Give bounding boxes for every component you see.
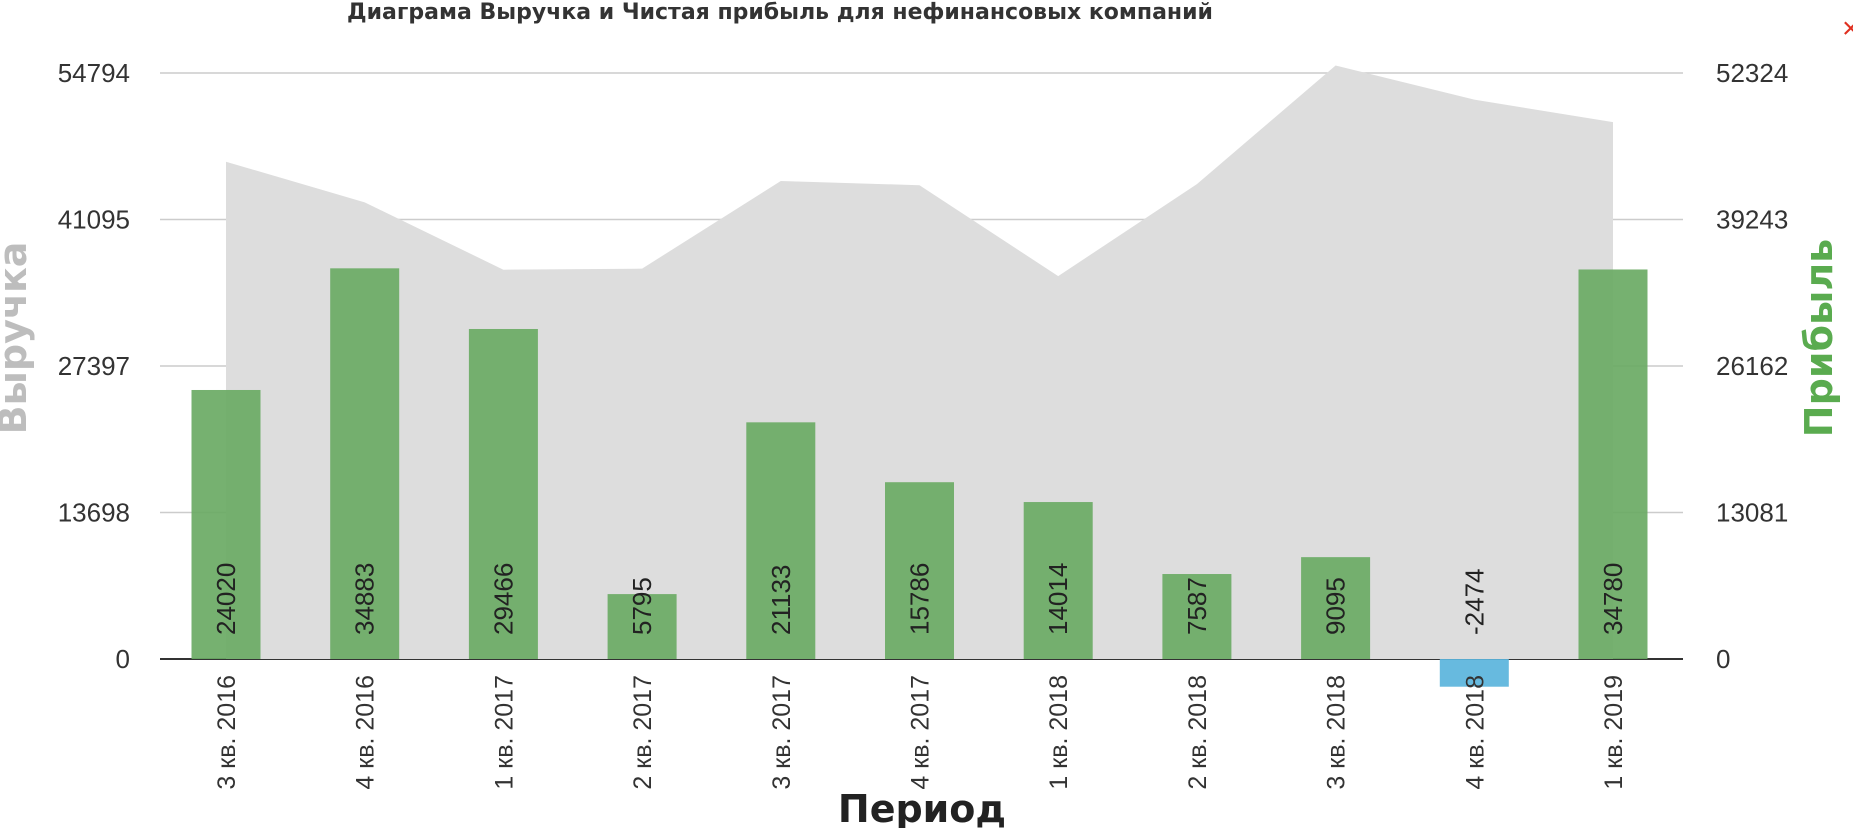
- profit-data-label: 34883: [350, 563, 380, 635]
- profit-bar[interactable]: [1439, 659, 1509, 687]
- right-axis-ticks: 0 13081 26162 39243 52324: [1716, 58, 1788, 674]
- category-label: 4 кв. 2017: [907, 675, 935, 790]
- profit-data-label: 34780: [1598, 563, 1628, 635]
- right-tick-label: 0: [1716, 644, 1730, 674]
- profit-data-label: 21133: [766, 565, 796, 635]
- right-axis-label: Прибыль: [1797, 239, 1841, 437]
- category-label: 1 кв. 2019: [1600, 675, 1628, 790]
- category-label: 2 кв. 2017: [629, 675, 657, 790]
- chart-title: Диаграма Выручка и Чистая прибыль для не…: [347, 0, 1213, 25]
- profit-bar[interactable]: [1301, 557, 1371, 659]
- left-tick-label: 41095: [58, 205, 130, 235]
- profit-bar[interactable]: [1162, 574, 1232, 659]
- profit-data-label: 24020: [211, 563, 241, 635]
- profit-data-label: 9095: [1321, 577, 1351, 635]
- profit-bar[interactable]: [1023, 502, 1093, 659]
- category-label: 4 кв. 2018: [1461, 675, 1489, 790]
- x-axis-label: Период: [838, 787, 1006, 828]
- profit-data-label: 29466: [488, 563, 518, 635]
- category-label: 1 кв. 2018: [1045, 675, 1073, 790]
- profit-data-label: 5795: [627, 577, 657, 635]
- revenue-area: [225, 65, 1614, 660]
- profit-bar[interactable]: [1578, 269, 1648, 659]
- left-axis-label: Выручка: [0, 242, 35, 435]
- right-tick-label: 52324: [1716, 58, 1788, 88]
- revenue-area-shape: [226, 65, 1613, 660]
- profit-bar[interactable]: [746, 422, 816, 659]
- x-axis-categories: 3 кв. 2016 4 кв. 2016 1 кв. 2017 2 кв. 2017…: [213, 675, 1628, 790]
- profit-data-label: -2474: [1459, 569, 1489, 636]
- left-axis-ticks: 0 13698 27397 41095 54794: [58, 58, 130, 674]
- profit-bar[interactable]: [468, 328, 538, 659]
- category-label: 2 кв. 2018: [1184, 675, 1212, 790]
- profit-bar[interactable]: [191, 389, 261, 659]
- profit-data-label: 7587: [1182, 577, 1212, 635]
- category-label: 3 кв. 2017: [768, 675, 796, 790]
- profit-data-label: 15786: [905, 563, 935, 635]
- right-tick-label: 26162: [1716, 351, 1788, 381]
- left-tick-label: 54794: [58, 58, 130, 88]
- profit-bars: [191, 268, 1648, 687]
- profit-data-label: 14014: [1043, 563, 1073, 635]
- profit-bar[interactable]: [885, 482, 954, 659]
- close-icon[interactable]: ×: [1842, 12, 1853, 45]
- category-label: 3 кв. 2018: [1323, 675, 1351, 790]
- left-tick-label: 13698: [58, 498, 130, 528]
- profit-data-labels: 24020 34883 29466 5795 21133 15786 14014 7587 90…: [211, 563, 1628, 635]
- category-label: 4 кв. 2016: [352, 675, 380, 790]
- profit-bar[interactable]: [330, 268, 400, 659]
- left-tick-label: 0: [116, 644, 130, 674]
- profit-bar[interactable]: [607, 594, 677, 659]
- left-tick-label: 27397: [58, 351, 130, 381]
- right-tick-label: 39243: [1716, 205, 1788, 235]
- category-label: 3 кв. 2016: [213, 675, 241, 790]
- right-tick-label: 13081: [1716, 498, 1788, 528]
- category-label: 1 кв. 2017: [490, 675, 518, 790]
